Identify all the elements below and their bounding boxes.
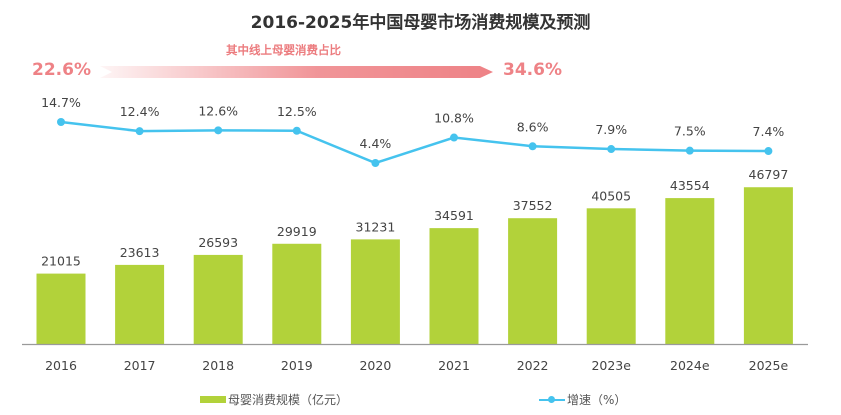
bar-2018 xyxy=(193,254,243,344)
bar-2020 xyxy=(350,239,400,344)
growth-point-2021 xyxy=(450,133,458,142)
growth-label-2022: 8.6% xyxy=(517,119,549,134)
bar-2019 xyxy=(272,243,322,344)
online-share-end: 34.6% xyxy=(503,60,562,80)
growth-point-2024e xyxy=(685,146,694,155)
x-tick-2020: 2020 xyxy=(359,358,391,373)
online-share-start: 22.6% xyxy=(32,60,91,80)
x-tick-2025e: 2025e xyxy=(749,358,789,373)
bar-label-2017: 23613 xyxy=(120,245,160,260)
growth-label-2018: 12.6% xyxy=(198,103,238,118)
bar-2022 xyxy=(508,218,558,344)
legend-bar-swatch xyxy=(200,396,226,403)
legend-item-growth: 增速（%） xyxy=(539,391,626,408)
growth-point-2023e xyxy=(607,145,616,154)
x-tick-2021: 2021 xyxy=(438,358,470,373)
legend-item-scale: 母婴消费规模（亿元） xyxy=(200,391,348,408)
bar-2021 xyxy=(429,228,479,344)
growth-point-2016 xyxy=(57,117,65,126)
bar-label-2019: 29919 xyxy=(277,224,317,239)
x-tick-2018: 2018 xyxy=(202,358,234,373)
bar-2025e xyxy=(743,187,793,344)
bar-2017 xyxy=(115,264,165,344)
growth-point-2018 xyxy=(214,126,223,135)
growth-point-2022 xyxy=(528,142,537,151)
bar-label-2023e: 40505 xyxy=(591,188,631,203)
bar-2023e xyxy=(586,208,636,344)
bar-label-2018: 26593 xyxy=(198,235,238,250)
legend-label-growth: 增速（%） xyxy=(567,393,627,407)
bar-label-2021: 34591 xyxy=(434,208,474,223)
x-tick-2019: 2019 xyxy=(281,358,313,373)
growth-label-2017: 12.4% xyxy=(120,104,160,119)
x-tick-2024e: 2024e xyxy=(670,358,710,373)
bar-label-2020: 31231 xyxy=(356,219,396,234)
chart-title: 2016-2025年中国母婴市场消费规模及预测 xyxy=(250,13,591,33)
online-share-arrow xyxy=(100,66,493,78)
x-tick-2022: 2022 xyxy=(517,358,549,373)
bar-2024e xyxy=(665,198,715,344)
x-tick-2016: 2016 xyxy=(45,358,77,373)
growth-line xyxy=(60,120,769,165)
bar-label-2022: 37552 xyxy=(513,198,553,213)
x-tick-2023e: 2023e xyxy=(591,358,631,373)
growth-point-2017 xyxy=(135,127,144,136)
growth-label-2019: 12.5% xyxy=(277,104,317,119)
bar-label-2025e: 46797 xyxy=(749,167,789,182)
x-tick-2017: 2017 xyxy=(124,358,156,373)
legend-line-swatch xyxy=(539,394,565,406)
online-share-label: 其中线上母婴消费占比 xyxy=(226,43,341,57)
growth-label-2020: 4.4% xyxy=(360,136,392,151)
growth-point-2019 xyxy=(292,126,301,135)
bar-label-2024e: 43554 xyxy=(670,178,710,193)
growth-point-2025e xyxy=(764,147,773,156)
bar-label-2016: 21015 xyxy=(41,254,81,269)
growth-label-2016: 14.7% xyxy=(41,95,81,110)
growth-label-2024e: 7.5% xyxy=(674,124,706,139)
bar-2016 xyxy=(36,273,86,344)
legend-label-scale: 母婴消费规模（亿元） xyxy=(228,393,349,407)
growth-label-2025e: 7.4% xyxy=(753,124,785,139)
growth-label-2021: 10.8% xyxy=(434,111,474,126)
growth-label-2023e: 7.9% xyxy=(595,122,627,137)
growth-point-2020 xyxy=(371,158,380,167)
